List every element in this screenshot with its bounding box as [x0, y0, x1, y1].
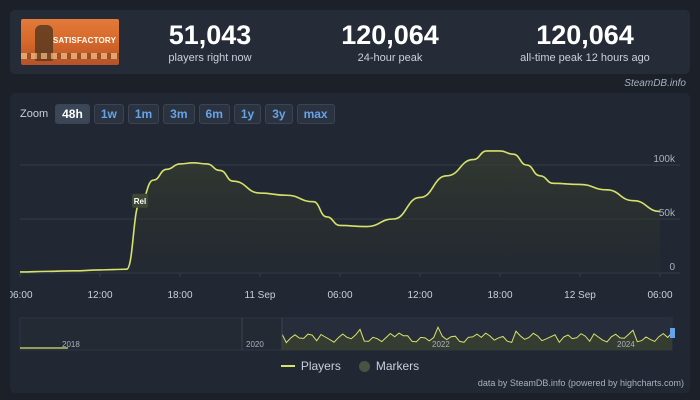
- navigator-year-label: 2022: [432, 340, 450, 349]
- navigator-year-label: 2018: [62, 340, 80, 349]
- chart-legend: Players Markers: [10, 359, 690, 373]
- zoom-48h-button[interactable]: 48h: [55, 104, 90, 124]
- zoom-3m-button[interactable]: 3m: [163, 104, 195, 124]
- y-tick-label: 0: [669, 262, 675, 273]
- players-legend-swatch: [280, 365, 295, 367]
- markers-legend-swatch: [358, 360, 370, 372]
- chart-panel: Zoom 48h 1w 1m 3m 6m 1y 3y max Rel 100k 5…: [10, 93, 690, 393]
- zoom-max-button[interactable]: max: [296, 104, 335, 124]
- zoom-1y-button[interactable]: 1y: [233, 104, 262, 124]
- legend-item-markers[interactable]: Markers: [358, 359, 420, 373]
- peak-24h-value: 120,064: [341, 20, 439, 50]
- x-tick-label: 12 Sep: [564, 290, 596, 301]
- chart-footer-credit[interactable]: data by SteamDB.info (powered by highcha…: [477, 378, 684, 388]
- navigator-year-label: 2020: [246, 340, 264, 349]
- x-tick-label: 11 Sep: [245, 290, 276, 301]
- zoom-1m-button[interactable]: 1m: [127, 104, 160, 124]
- release-marker[interactable]: [132, 193, 148, 208]
- navigator-year-label: 2024: [617, 340, 635, 349]
- y-tick-label: 50k: [659, 208, 676, 219]
- y-tick-label: 100k: [653, 154, 676, 165]
- all-time-peak-value: 120,064: [536, 20, 634, 50]
- steamdb-credit[interactable]: SteamDB.info: [624, 78, 686, 89]
- players-line[interactable]: [19, 150, 661, 273]
- zoom-3y-button[interactable]: 3y: [265, 104, 293, 124]
- x-tick-label: 06:00: [327, 290, 352, 301]
- navigator-scroll-handle[interactable]: [670, 328, 675, 338]
- zoom-controls: Zoom 48h 1w 1m 3m 6m 1y 3y max: [20, 104, 335, 124]
- navigator-series-line: [281, 325, 673, 344]
- game-capsule-image[interactable]: SATISFACTORY: [21, 19, 119, 65]
- peak-24h-label: 24-hour peak: [357, 52, 423, 64]
- current-players-value: 51,043: [168, 20, 252, 50]
- stats-bar: SATISFACTORY 51,043 players right now 12…: [10, 10, 690, 74]
- x-tick-label: 06:00: [10, 290, 33, 301]
- zoom-label: Zoom: [20, 108, 49, 120]
- stat-current-players: 51,043 players right now: [150, 20, 270, 64]
- players-area: [20, 150, 660, 273]
- zoom-6m-button[interactable]: 6m: [198, 104, 230, 124]
- legend-markers-label: Markers: [375, 359, 420, 373]
- stat-24h-peak: 120,064 24-hour peak: [325, 20, 455, 64]
- current-players-label: players right now: [168, 52, 252, 64]
- player-count-chart[interactable]: Rel 100k 50k 0 06:00 12:00 18:00 11 Sep 06:00 1…: [10, 93, 690, 393]
- x-tick-label: 12:00: [87, 290, 112, 301]
- x-tick-label: 06:00: [647, 290, 672, 301]
- x-tick-label: 18:00: [487, 290, 512, 301]
- legend-players-label: Players: [300, 359, 341, 373]
- x-tick-label: 12:00: [407, 290, 432, 301]
- stat-all-time-peak: 120,064 all-time peak 12 hours ago: [505, 20, 665, 64]
- all-time-peak-label: all-time peak 12 hours ago: [520, 52, 650, 64]
- fence-decoration: [21, 53, 119, 59]
- zoom-1w-button[interactable]: 1w: [93, 104, 124, 124]
- navigator-area: [282, 327, 672, 350]
- legend-item-players[interactable]: Players: [280, 359, 341, 373]
- release-marker-label: Rel: [134, 197, 146, 206]
- x-tick-label: 18:00: [167, 290, 192, 301]
- game-logo-text: SATISFACTORY: [53, 36, 117, 45]
- pioneer-figure: [35, 25, 53, 61]
